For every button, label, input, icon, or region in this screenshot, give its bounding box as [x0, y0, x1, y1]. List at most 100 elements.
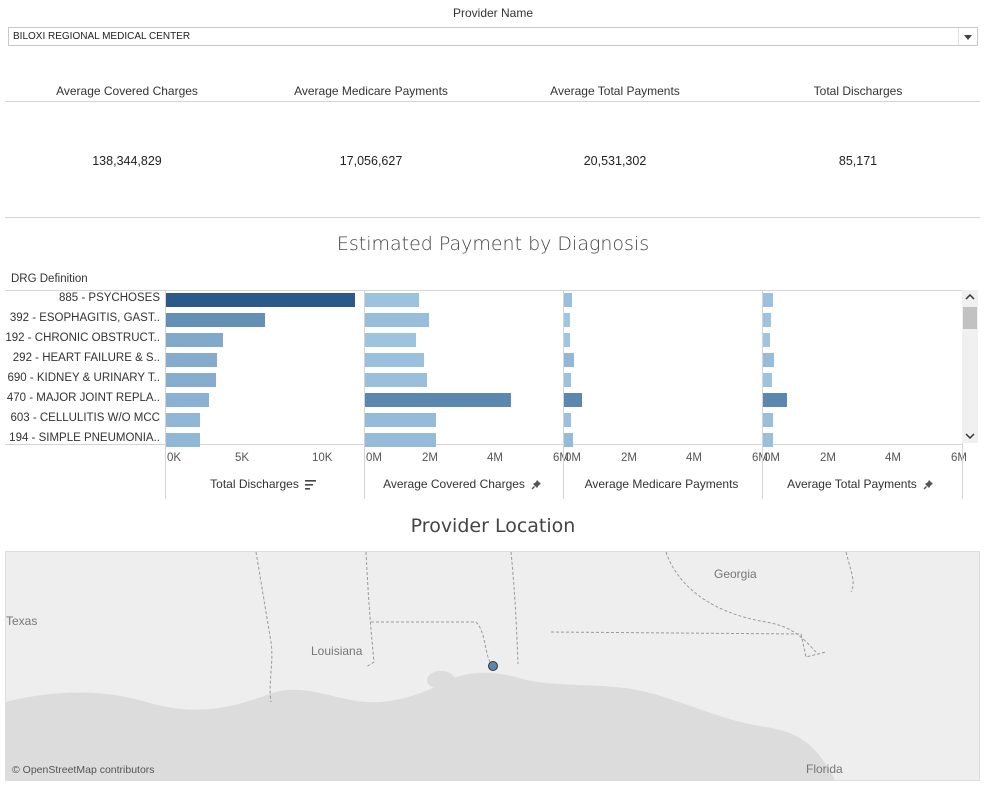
- bar[interactable]: [365, 393, 511, 407]
- axis-tick-label: 2M: [820, 452, 836, 464]
- map-label-georgia: Georgia: [714, 567, 757, 581]
- drg-row-label[interactable]: 470 - MAJOR JOINT REPLA..: [6, 392, 160, 404]
- bar[interactable]: [763, 293, 773, 307]
- axis-title[interactable]: Average Medicare Payments: [563, 477, 760, 491]
- bar[interactable]: [365, 333, 416, 347]
- provider-location-map[interactable]: Texas Louisiana Georgia Florida © OpenSt…: [5, 551, 980, 781]
- kpi-value-avg-medicare-payments[interactable]: 17,056,627: [339, 154, 403, 168]
- axis-tick-label: 4M: [885, 452, 901, 464]
- bar[interactable]: [166, 313, 265, 327]
- panel-divider: [165, 290, 166, 499]
- axis-tick-label: 4M: [686, 452, 702, 464]
- axis-title-text: Average Covered Charges: [383, 477, 525, 491]
- bar[interactable]: [166, 433, 200, 447]
- kpi-label-avg-total-payments: Average Total Payments: [550, 84, 680, 98]
- provider-location-marker[interactable]: [487, 660, 499, 672]
- bar[interactable]: [166, 333, 223, 347]
- bar[interactable]: [763, 373, 772, 387]
- axis-title-text: Average Medicare Payments: [584, 477, 739, 491]
- axis-title[interactable]: Average Total Payments: [762, 477, 959, 491]
- scroll-up-button[interactable]: [962, 290, 978, 304]
- bar[interactable]: [365, 293, 419, 307]
- axis-tick-label: 6M: [553, 452, 569, 464]
- axis-tick-label: 2M: [621, 452, 637, 464]
- kpi-label-avg-covered-charges: Average Covered Charges: [56, 84, 198, 98]
- drg-row-label[interactable]: 885 - PSYCHOSES: [59, 292, 160, 304]
- bar[interactable]: [763, 333, 770, 347]
- drg-row-label[interactable]: 192 - CHRONIC OBSTRUCT..: [5, 332, 160, 344]
- sort-icon[interactable]: [304, 479, 317, 490]
- axis-title-text: Total Discharges: [210, 477, 299, 491]
- pin-icon[interactable]: [923, 479, 934, 490]
- map-background: [6, 552, 979, 780]
- axis-tick-label: 0M: [565, 452, 581, 464]
- map-label-florida: Florida: [806, 762, 843, 776]
- pin-icon[interactable]: [531, 479, 542, 490]
- drg-row-label[interactable]: 392 - ESOPHAGITIS, GAST..: [9, 312, 160, 324]
- axis-title[interactable]: Average Covered Charges: [364, 477, 561, 491]
- bar[interactable]: [166, 293, 355, 307]
- chevron-down-icon: [965, 433, 975, 440]
- kpi-label-total-discharges: Total Discharges: [813, 84, 903, 98]
- drg-row-label[interactable]: 292 - HEART FAILURE & S..: [12, 352, 160, 364]
- bar[interactable]: [166, 353, 217, 367]
- bar[interactable]: [365, 313, 429, 327]
- bar[interactable]: [763, 413, 773, 427]
- axis-tick-label: 5K: [235, 452, 250, 464]
- drg-row-label[interactable]: 194 - SIMPLE PNEUMONIA..: [9, 432, 160, 444]
- bar[interactable]: [564, 373, 571, 387]
- kpi-value-avg-covered-charges[interactable]: 138,344,829: [92, 154, 162, 168]
- kpi-value-avg-total-payments[interactable]: 20,531,302: [583, 154, 647, 168]
- chart-scrollbar[interactable]: [962, 290, 978, 443]
- axis-tick-label: 6M: [752, 452, 768, 464]
- axis-tick-label: 0M: [764, 452, 780, 464]
- axis-tick-label: 6M: [951, 452, 967, 464]
- bar[interactable]: [166, 413, 200, 427]
- filter-title: Provider Name: [452, 6, 534, 20]
- bar[interactable]: [564, 333, 570, 347]
- scroll-down-button[interactable]: [962, 429, 978, 443]
- bar[interactable]: [564, 353, 574, 367]
- bar[interactable]: [564, 393, 582, 407]
- chevron-up-icon: [965, 293, 975, 300]
- axis-tick-label: 10K: [312, 452, 333, 464]
- bar[interactable]: [166, 393, 209, 407]
- axis-tick-label: 4M: [487, 452, 503, 464]
- bar[interactable]: [365, 433, 436, 447]
- chevron-down-icon: [964, 35, 972, 40]
- scroll-thumb[interactable]: [963, 307, 977, 329]
- panel-divider: [364, 290, 365, 499]
- bar[interactable]: [564, 413, 571, 427]
- bar[interactable]: [564, 293, 572, 307]
- bar[interactable]: [763, 433, 773, 447]
- bar[interactable]: [365, 413, 436, 427]
- kpi-value-total-discharges[interactable]: 85,171: [838, 154, 878, 168]
- axis-tick-label: 0K: [167, 452, 182, 464]
- bar[interactable]: [564, 313, 570, 327]
- bar[interactable]: [564, 433, 573, 447]
- map-attribution: © OpenStreetMap contributors: [12, 764, 155, 776]
- panel-divider: [762, 290, 763, 499]
- provider-name-dropdown[interactable]: BILOXI REGIONAL MEDICAL CENTER: [8, 27, 978, 46]
- drg-row-label[interactable]: 690 - KIDNEY & URINARY T..: [7, 372, 160, 384]
- bar[interactable]: [763, 313, 771, 327]
- bar[interactable]: [365, 373, 427, 387]
- dropdown-button[interactable]: [958, 28, 977, 45]
- chart-title: Estimated Payment by Diagnosis: [336, 233, 650, 255]
- provider-name-value: BILOXI REGIONAL MEDICAL CENTER: [13, 31, 191, 42]
- bar[interactable]: [763, 393, 787, 407]
- bar[interactable]: [763, 353, 774, 367]
- panel-divider: [563, 290, 564, 499]
- map-label-louisiana: Louisiana: [311, 644, 363, 658]
- axis-title[interactable]: Total Discharges: [165, 477, 362, 491]
- map-title: Provider Location: [410, 515, 576, 537]
- chart-bottom-border: [5, 444, 962, 445]
- bar[interactable]: [166, 373, 216, 387]
- drg-definition-header[interactable]: DRG Definition: [11, 273, 88, 285]
- kpi-divider: [5, 101, 980, 102]
- map-label-texas: Texas: [6, 614, 38, 628]
- drg-row-label[interactable]: 603 - CELLULITIS W/O MCC: [10, 412, 160, 424]
- bar[interactable]: [365, 353, 424, 367]
- axis-tick-label: 0M: [366, 452, 382, 464]
